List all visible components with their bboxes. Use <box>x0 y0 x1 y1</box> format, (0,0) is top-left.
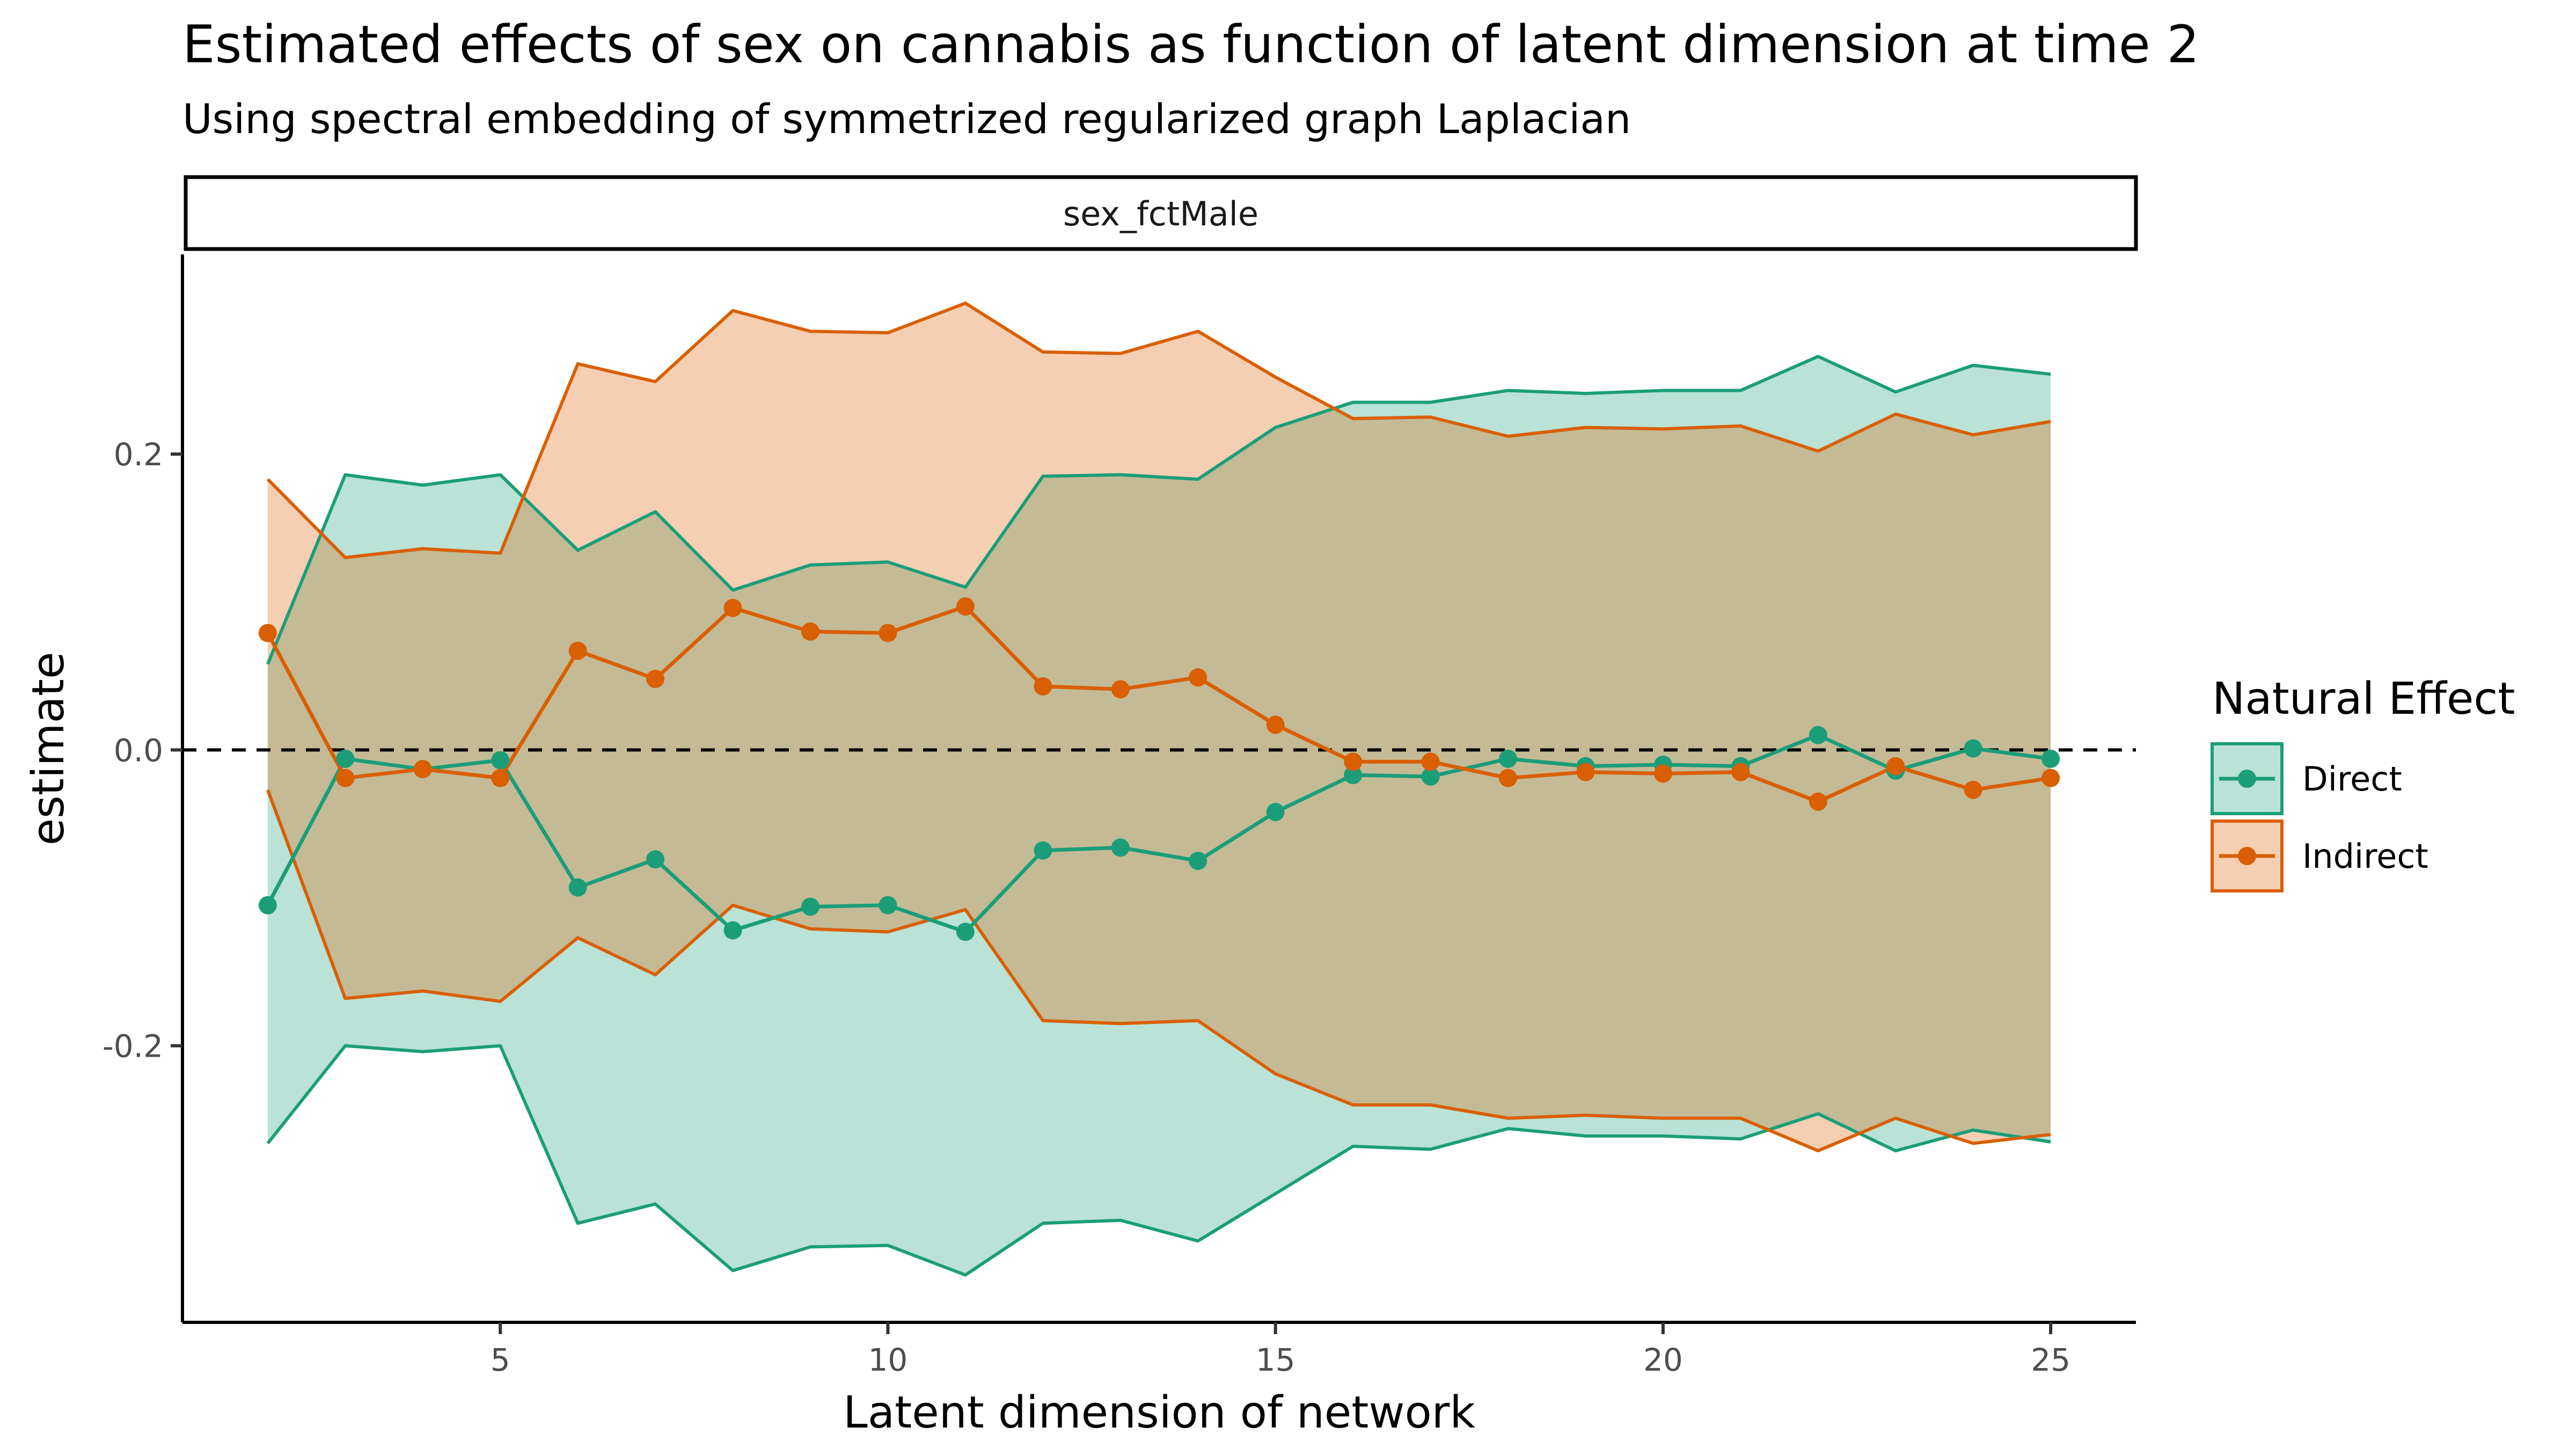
y-tick-label-2: 0.2 <box>114 436 163 473</box>
point-indirect-13 <box>1111 680 1130 699</box>
point-direct-18 <box>1499 749 1517 768</box>
point-indirect-15 <box>1266 715 1285 734</box>
legend: Natural Effect Direct Indirect <box>2211 674 2515 892</box>
y-tick-label-1: 0.0 <box>114 732 163 769</box>
point-indirect-24 <box>1964 780 1982 799</box>
x-tick-label-15: 15 <box>1256 1342 1296 1378</box>
point-direct-22 <box>1809 726 1827 744</box>
point-direct-10 <box>879 896 897 914</box>
estimate-lines <box>266 604 2051 934</box>
x-axis-ticks: 5 10 15 20 25 <box>491 1322 2070 1378</box>
point-direct-2 <box>258 896 277 914</box>
legend-label-direct: Direct <box>2302 759 2402 799</box>
point-indirect-22 <box>1809 792 1827 811</box>
point-indirect-6 <box>568 641 587 660</box>
point-direct-24 <box>1964 739 1982 758</box>
point-direct-3 <box>336 749 355 768</box>
x-tick-label-10: 10 <box>868 1342 908 1378</box>
ribbon-direct <box>267 356 2051 1275</box>
point-direct-17 <box>1421 767 1440 786</box>
legend-key-point-indirect <box>2238 847 2256 865</box>
point-direct-5 <box>491 751 510 770</box>
point-indirect-14 <box>1189 668 1208 687</box>
point-indirect-2 <box>258 624 277 642</box>
point-indirect-7 <box>646 670 665 689</box>
legend-label-indirect: Indirect <box>2302 837 2428 876</box>
point-direct-13 <box>1111 838 1130 857</box>
point-indirect-12 <box>1034 677 1052 696</box>
point-indirect-19 <box>1576 763 1595 781</box>
estimate-points <box>258 597 2060 941</box>
x-tick-label-25: 25 <box>2031 1342 2070 1378</box>
y-tick-label-0: -0.2 <box>103 1028 163 1065</box>
point-direct-12 <box>1034 841 1052 860</box>
facet-strip: sex_fctMale <box>184 175 2138 251</box>
legend-title: Natural Effect <box>2212 674 2515 724</box>
y-axis-ticks: -0.2 0.0 0.2 <box>103 436 182 1065</box>
facet-strip-box <box>184 175 2138 251</box>
x-tick-label-5: 5 <box>491 1342 510 1378</box>
point-direct-16 <box>1344 766 1363 785</box>
point-indirect-23 <box>1886 757 1905 775</box>
point-direct-25 <box>2041 749 2060 768</box>
x-axis-title: Latent dimension of network <box>843 1387 1475 1438</box>
point-indirect-3 <box>336 769 355 787</box>
axes: 5 10 15 20 25 -0.2 0.0 0.2 <box>103 254 2136 1378</box>
point-direct-11 <box>956 923 975 941</box>
point-indirect-10 <box>879 624 897 642</box>
chart-subtitle: Using spectral embedding of symmetrized … <box>182 95 1631 143</box>
point-indirect-21 <box>1731 763 1750 781</box>
point-indirect-11 <box>956 597 975 616</box>
point-direct-7 <box>646 850 665 869</box>
chart-title: Estimated effects of sex on cannabis as … <box>182 14 2199 75</box>
estimate-line-direct <box>266 733 2051 934</box>
confidence-ribbons <box>267 303 2051 1275</box>
point-direct-9 <box>801 897 819 916</box>
point-direct-15 <box>1266 803 1285 822</box>
point-indirect-4 <box>413 760 432 779</box>
ribbon-upper-line-indirect <box>266 301 2051 560</box>
plot-panel <box>182 301 2136 1277</box>
ribbon-upper-line-direct <box>266 355 2051 665</box>
point-direct-6 <box>568 878 587 897</box>
point-indirect-9 <box>801 622 819 641</box>
facet-strip-label: sex_fctMale <box>1063 194 1258 233</box>
y-axis-title: estimate <box>23 652 74 846</box>
x-tick-label-20: 20 <box>1643 1342 1683 1378</box>
ribbon-bound-lines <box>266 301 2051 1277</box>
ribbon-lower-line-direct <box>266 1044 2051 1277</box>
point-indirect-18 <box>1499 769 1517 787</box>
point-indirect-8 <box>723 598 742 617</box>
point-indirect-25 <box>2041 769 2060 787</box>
point-direct-8 <box>723 921 742 940</box>
point-indirect-17 <box>1421 752 1440 771</box>
ribbon-lower-line-indirect <box>266 789 2051 1153</box>
ribbon-indirect <box>267 303 2051 1151</box>
estimate-line-indirect <box>266 604 2051 804</box>
point-indirect-5 <box>491 769 510 787</box>
point-indirect-20 <box>1653 764 1672 783</box>
legend-items: Direct Indirect <box>2211 742 2428 892</box>
point-direct-14 <box>1189 852 1208 870</box>
legend-key-point-direct <box>2238 770 2256 788</box>
point-indirect-16 <box>1344 752 1363 771</box>
